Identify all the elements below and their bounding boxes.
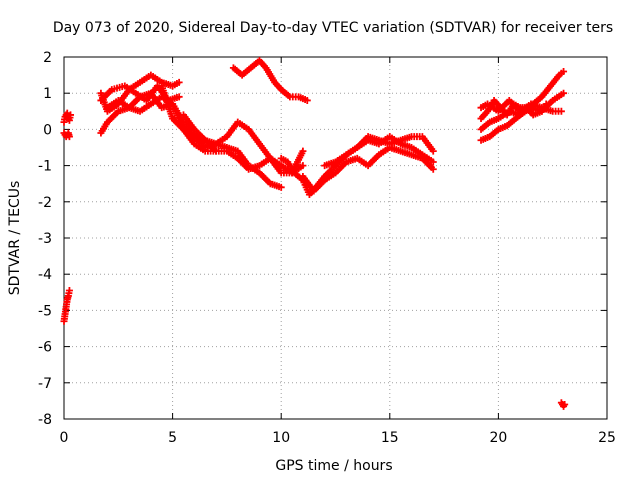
data-point [299, 147, 307, 155]
series-track-l [299, 144, 437, 195]
data-point [429, 158, 437, 166]
y-tick-label: -7 [38, 376, 52, 392]
x-tick-label: 20 [489, 430, 507, 446]
series-track-i [179, 111, 307, 177]
series-track-c [60, 286, 73, 325]
x-tick-label: 25 [598, 430, 616, 446]
data-point [65, 286, 73, 294]
x-tick-label: 10 [272, 430, 290, 446]
y-tick-label: -8 [38, 412, 52, 428]
data-point [175, 93, 183, 101]
data-point [557, 107, 565, 115]
x-tick-label: 15 [381, 430, 399, 446]
data-point [429, 147, 437, 155]
data-point [429, 165, 437, 173]
chart-title: Day 073 of 2020, Sidereal Day-to-day VTE… [53, 20, 613, 36]
series-track-h [158, 82, 307, 177]
data-point [560, 89, 568, 97]
data-point [175, 78, 183, 86]
data-point [560, 67, 568, 75]
data-point [303, 96, 311, 104]
data-point [277, 183, 285, 191]
y-tick-label: -4 [38, 267, 52, 283]
y-tick-label: -3 [38, 231, 52, 247]
data-point [542, 100, 550, 108]
data-marks [60, 57, 569, 410]
y-tick-label: -2 [38, 195, 52, 211]
data-point [561, 401, 569, 409]
series-track-r [557, 399, 569, 410]
x-tick-label: 5 [168, 430, 177, 446]
series-track-q [477, 96, 550, 123]
y-axis-ticks: -8 -7 -6 -5 -4 -3 -2 -1 0 1 2 [38, 50, 607, 428]
series-track-j [229, 57, 311, 104]
series-track-d [97, 71, 183, 115]
data-point [65, 133, 73, 141]
y-tick-label: -6 [38, 340, 52, 356]
y-tick-label: 2 [43, 50, 52, 66]
series-track-b [60, 129, 73, 141]
x-axis-label: GPS time / hours [275, 458, 392, 474]
y-tick-label: 0 [43, 122, 52, 138]
y-tick-label: 1 [43, 86, 52, 102]
series-track-a [60, 109, 75, 126]
y-tick-label: -1 [38, 159, 52, 175]
data-point [299, 162, 307, 170]
data-point [67, 111, 75, 119]
y-axis-label: SDTVAR / TECUs [7, 181, 23, 296]
series-track-m [321, 133, 437, 170]
y-tick-label: -5 [38, 303, 52, 319]
x-tick-label: 0 [60, 430, 69, 446]
x-axis-ticks: 0 5 10 15 20 25 [60, 57, 616, 446]
